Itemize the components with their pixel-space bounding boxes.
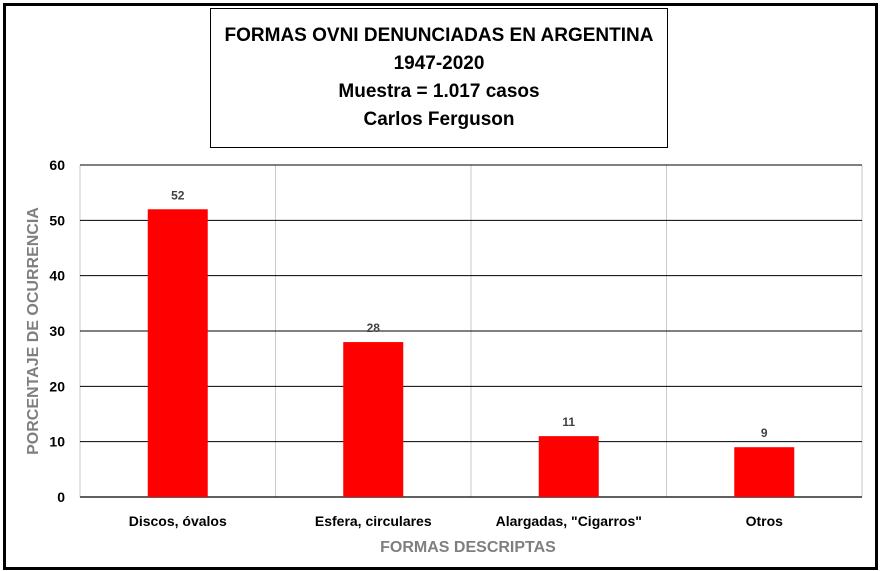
data-label: 52 xyxy=(171,188,185,202)
bar xyxy=(343,342,404,497)
y-tick-label: 60 xyxy=(49,157,65,173)
bars xyxy=(147,209,795,497)
x-axis-title: FORMAS DESCRIPTAS xyxy=(380,539,556,556)
gridlines xyxy=(79,164,863,498)
chart-author: Carlos Ferguson xyxy=(363,109,515,130)
y-tick-label: 10 xyxy=(49,434,65,450)
labels: 0 10 20 30 40 50 60 52 Discos, óvalos 28 Esfera, c… xyxy=(49,157,783,529)
x-tick-label: Otros xyxy=(746,513,784,529)
bar xyxy=(147,209,208,497)
y-tick-label: 0 xyxy=(57,489,65,505)
y-axis-title: PORCENTAJE DE OCURRENCIA xyxy=(25,207,42,455)
bar xyxy=(734,447,795,497)
y-tick-label: 30 xyxy=(49,323,65,339)
chart-title: FORMAS OVNI DENUNCIADAS EN ARGENTINA xyxy=(224,25,654,46)
y-tick-label: 20 xyxy=(49,378,65,394)
x-tick-label: Discos, óvalos xyxy=(129,513,227,529)
chart-title-box: FORMAS OVNI DENUNCIADAS EN ARGENTINA 194… xyxy=(210,8,668,148)
x-tick-label: Esfera, circulares xyxy=(315,513,432,529)
bar xyxy=(538,436,599,497)
data-label: 9 xyxy=(761,426,768,440)
chart-subtitle-years: 1947-2020 xyxy=(393,53,485,74)
data-label: 11 xyxy=(562,415,575,429)
data-label: 28 xyxy=(367,321,381,335)
chart-subtitle-sample: Muestra = 1.017 casos xyxy=(338,81,540,102)
y-tick-label: 40 xyxy=(49,268,65,284)
y-tick-label: 50 xyxy=(49,212,65,228)
x-tick-label: Alargadas, "Cigarros" xyxy=(496,513,642,529)
